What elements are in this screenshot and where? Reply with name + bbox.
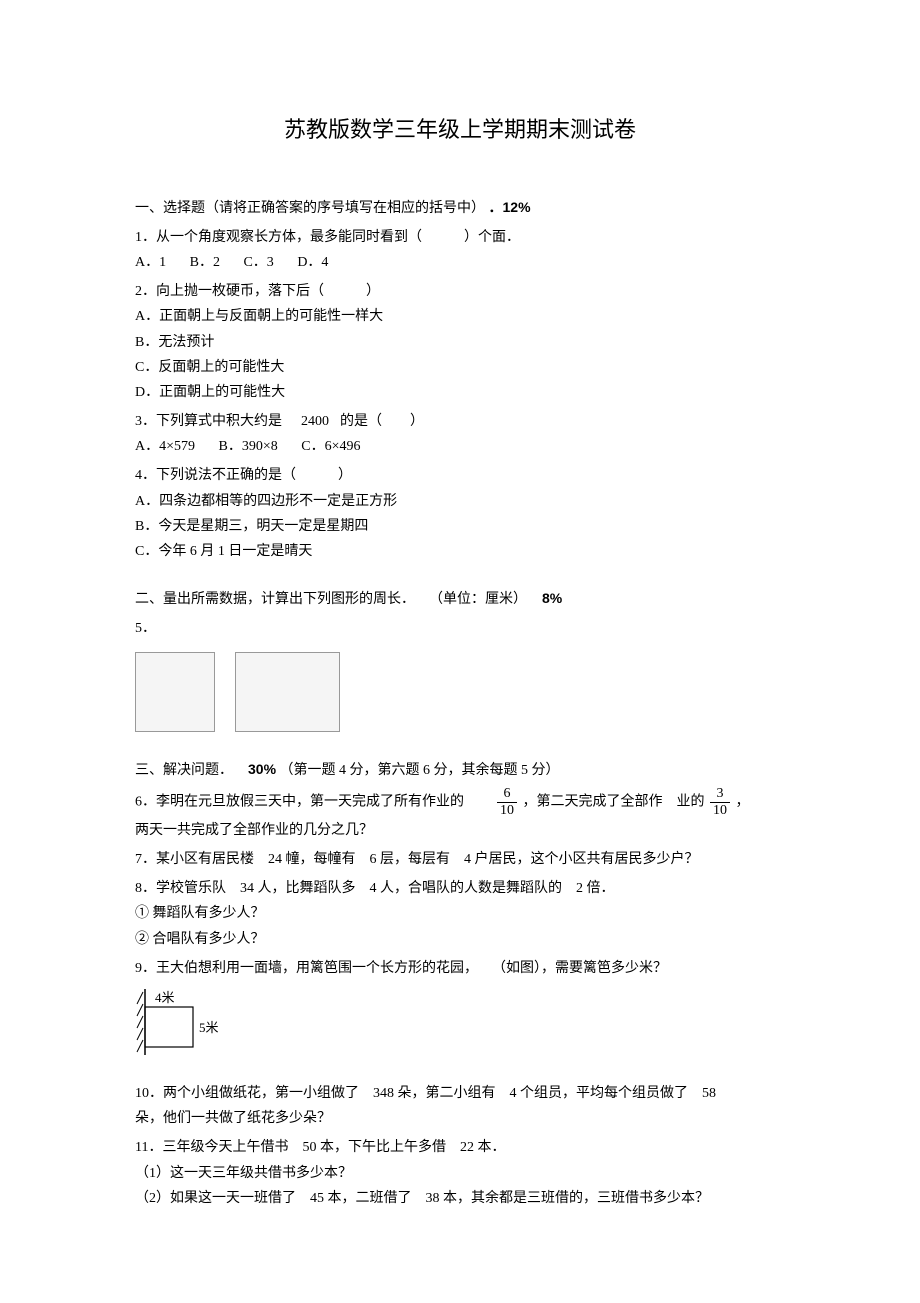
q6-fraction-2: 3 10 <box>710 787 730 818</box>
question-2: 2．向上抛一枚硬币，落下后（ ） A．正面朝上与反面朝上的可能性一样大 B．无法… <box>135 279 785 405</box>
q9-diagram: 4米 5米 <box>135 987 785 1071</box>
q4-opt-b: B．今天是星期三，明天一定是星期四 <box>135 514 785 539</box>
question-10: 10．两个小组做纸花，第一小组做了 348 朵，第二小组有 4 个组员，平均每个… <box>135 1081 785 1131</box>
q3-mid: 2400 <box>301 414 329 429</box>
q8-sub2: ② 合唱队有多少人？ <box>135 927 785 952</box>
q1-opt-b: B．2 <box>190 255 220 270</box>
q3-opt-a: A．4×579 <box>135 439 195 454</box>
q2-opt-d: D．正面朝上的可能性大 <box>135 380 785 405</box>
q6-text-b: ，第二天完成了全部作 业的 <box>523 795 705 810</box>
section-3-header-suffix: （第一题 4 分，第六题 6 分，其余每题 5 分） <box>280 763 560 778</box>
section-2-header-text: 二、量出所需数据，计算出下列图形的周长． （单位：厘米） <box>135 592 527 607</box>
q8-sub1: ① 舞蹈队有多少人？ <box>135 901 785 926</box>
q4-opt-c: C．今年 6 月 1 日一定是晴天 <box>135 539 785 564</box>
q3-opt-c: C．6×496 <box>301 439 360 454</box>
q1-opt-a: A．1 <box>135 255 166 270</box>
q9-text: 9．王大伯想利用一面墙，用篱笆围一个长方形的花园， （如图），需要篱笆多少米？ <box>135 956 785 981</box>
q5-square-shape <box>135 652 215 732</box>
q11-sub1: （1）这一天三年级共借书多少本？ <box>135 1161 785 1186</box>
q11-sub2: （2）如果这一天一班借了 45 本，二班借了 38 本，其余都是三班借的，三班借… <box>135 1186 785 1211</box>
question-8: 8．学校管乐队 34 人，比舞蹈队多 4 人，合唱队的人数是舞蹈队的 2 倍． … <box>135 876 785 952</box>
q10-line2: 朵，他们一共做了纸花多少朵？ <box>135 1106 785 1131</box>
section-2-header: 二、量出所需数据，计算出下列图形的周长． （单位：厘米） 8% <box>135 586 785 612</box>
q4-text: 4．下列说法不正确的是（ ） <box>135 463 785 488</box>
q9-label-top: 4米 <box>155 990 175 1005</box>
section-2-header-pct: 8% <box>542 590 562 606</box>
q1-text: 1．从一个角度观察长方体，最多能同时看到（ ）个面． <box>135 225 785 250</box>
question-6: 6．李明在元旦放假三天中，第一天完成了所有作业的 6 10 ，第二天完成了全部作… <box>135 787 785 843</box>
question-9: 9．王大伯想利用一面墙，用篱笆围一个长方形的花园， （如图），需要篱笆多少米？ … <box>135 956 785 1071</box>
section-1-header: 一、选择题（请将正确答案的序号填写在相应的括号中） ．12% <box>135 195 785 221</box>
q1-opt-c: C．3 <box>243 255 273 270</box>
q3-prefix: 3．下列算式中积大约是 <box>135 414 282 429</box>
question-3: 3．下列算式中积大约是 2400 的是（ ） A．4×579 B．390×8 C… <box>135 409 785 459</box>
question-11: 11．三年级今天上午借书 50 本，下午比上午多借 22 本． （1）这一天三年… <box>135 1135 785 1211</box>
q6-f2-num: 3 <box>710 787 730 803</box>
q3-options: A．4×579 B．390×8 C．6×496 <box>135 434 785 459</box>
q2-opt-c: C．反面朝上的可能性大 <box>135 355 785 380</box>
q10-line1: 10．两个小组做纸花，第一小组做了 348 朵，第二小组有 4 个组员，平均每个… <box>135 1081 785 1106</box>
section-1-header-text: 一、选择题（请将正确答案的序号填写在相应的括号中） <box>135 201 485 216</box>
q6-f1-num: 6 <box>497 787 517 803</box>
section-3-header-pct: 30% <box>248 761 276 777</box>
q11-line1: 11．三年级今天上午借书 50 本，下午比上午多借 22 本． <box>135 1135 785 1160</box>
q6-text-a: 6．李明在元旦放假三天中，第一天完成了所有作业的 <box>135 795 464 810</box>
q2-text: 2．向上抛一枚硬币，落下后（ ） <box>135 279 785 304</box>
q3-suffix: 的是（ ） <box>340 414 424 429</box>
q2-opt-a: A．正面朝上与反面朝上的可能性一样大 <box>135 304 785 329</box>
question-4: 4．下列说法不正确的是（ ） A．四条边都相等的四边形不一定是正方形 B．今天是… <box>135 463 785 564</box>
q6-f1-den: 10 <box>497 803 517 818</box>
q8-line1: 8．学校管乐队 34 人，比舞蹈队多 4 人，合唱队的人数是舞蹈队的 2 倍． <box>135 876 785 901</box>
q3-opt-b: B．390×8 <box>219 439 278 454</box>
q6-f2-den: 10 <box>710 803 730 818</box>
q2-opt-b: B．无法预计 <box>135 330 785 355</box>
q6-line1: 6．李明在元旦放假三天中，第一天完成了所有作业的 6 10 ，第二天完成了全部作… <box>135 787 785 818</box>
q3-text: 3．下列算式中积大约是 2400 的是（ ） <box>135 409 785 434</box>
q4-opt-a: A．四条边都相等的四边形不一定是正方形 <box>135 489 785 514</box>
question-7: 7．某小区有居民楼 24 幢，每幢有 6 层，每层有 4 户居民，这个小区共有居… <box>135 847 785 872</box>
section-3-header: 三、解决问题． 30% （第一题 4 分，第六题 6 分，其余每题 5 分） <box>135 757 785 783</box>
garden-svg: 4米 5米 <box>135 987 255 1062</box>
q9-label-right: 5米 <box>199 1020 219 1035</box>
section-1-header-pct: ．12% <box>489 199 531 215</box>
q5-shapes <box>135 652 785 732</box>
q1-options: A．1 B．2 C．3 D．4 <box>135 250 785 275</box>
question-1: 1．从一个角度观察长方体，最多能同时看到（ ）个面． A．1 B．2 C．3 D… <box>135 225 785 275</box>
q6-text-c: ， <box>736 795 750 810</box>
q1-opt-d: D．4 <box>297 255 328 270</box>
q6-fraction-1: 6 10 <box>497 787 517 818</box>
q5-rect-shape <box>235 652 340 732</box>
q6-line2: 两天一共完成了全部作业的几分之几？ <box>135 818 785 843</box>
section-3-header-text: 三、解决问题． <box>135 763 233 778</box>
q5-label: 5． <box>135 616 785 641</box>
page-title: 苏教版数学三年级上学期期末测试卷 <box>135 110 785 150</box>
